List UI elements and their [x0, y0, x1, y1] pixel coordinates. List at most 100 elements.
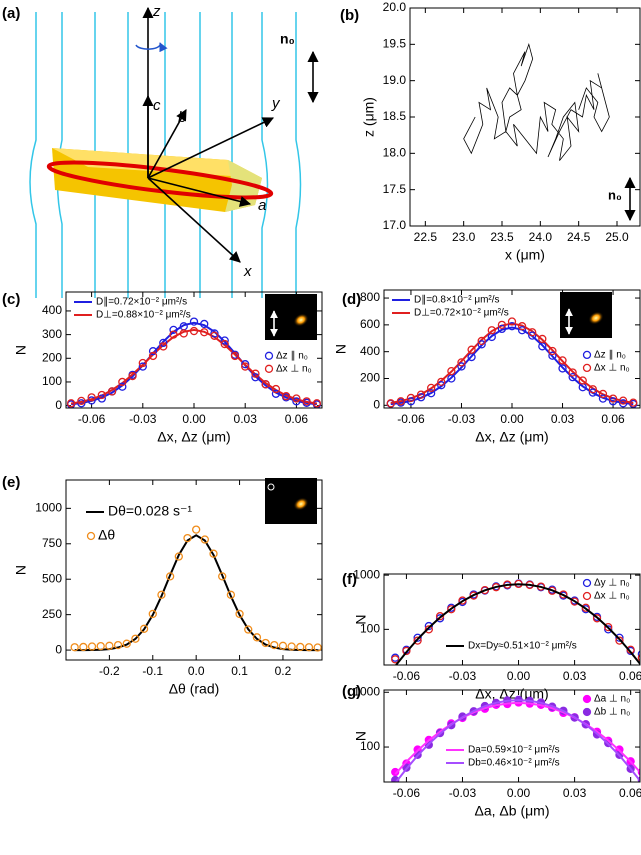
data-point — [619, 396, 628, 405]
rotation-arrow — [135, 42, 168, 53]
data-line — [394, 699, 640, 782]
data-point — [235, 609, 244, 619]
data-point — [517, 326, 527, 335]
data-point — [477, 336, 486, 346]
data-point — [122, 639, 131, 648]
data-point — [131, 634, 140, 643]
x-tick-label: 0.1 — [231, 664, 248, 678]
data-point — [487, 326, 496, 335]
legend-label: Db=0.46×10⁻² μm²/s — [468, 758, 560, 769]
data-point — [220, 339, 229, 349]
plot — [391, 579, 640, 665]
inset-dot — [267, 483, 275, 491]
y-tick-label: 1000 — [353, 684, 380, 698]
y-tick-label: 1000 — [353, 567, 380, 581]
legend-marker — [582, 591, 592, 601]
data-point — [261, 638, 270, 648]
x-tick-label: 0.03 — [234, 412, 258, 426]
y-axis-label: z (μm) — [361, 97, 377, 137]
data-point — [558, 364, 567, 373]
y-tick-label: 0 — [55, 398, 62, 412]
data-point — [435, 612, 445, 621]
data-point — [138, 358, 147, 368]
inset-label: n₀ — [268, 296, 280, 308]
data-point — [604, 625, 613, 634]
data-point — [200, 328, 209, 337]
x-axis-label: Δx, Δz (μm) — [475, 429, 548, 445]
plot — [386, 317, 638, 408]
plot-frame — [65, 479, 323, 661]
data-point — [477, 340, 486, 349]
plot-frame — [383, 689, 641, 783]
chart: (d) -0.06 -0.03 0.00 0.03 0.06 0 200 400 600 800 Δx… — [333, 289, 641, 445]
data-point — [251, 373, 260, 382]
x-tick-label: 0.00 — [500, 412, 524, 426]
data-point — [497, 320, 507, 330]
data-point — [391, 655, 400, 664]
legend-marker — [582, 578, 592, 588]
x-tick-label: -0.06 — [78, 412, 106, 426]
particle — [588, 311, 604, 325]
y-tick-label: 17.5 — [383, 182, 407, 196]
data-point — [97, 394, 106, 403]
axis-label: b — [178, 109, 186, 126]
data-point — [558, 356, 567, 365]
data-point — [588, 388, 597, 397]
data-point — [296, 642, 305, 652]
y-axis-label: N — [353, 614, 369, 624]
x-axis-label: Δa, Δb (μm) — [475, 803, 550, 819]
data-point — [282, 392, 291, 401]
data-point — [252, 633, 262, 642]
plot — [463, 42, 610, 161]
director-label: n₀ — [280, 31, 295, 47]
data-point — [139, 624, 149, 633]
data-point — [189, 317, 199, 326]
chart: (b) 22.5 23.0 23.5 24.0 24.5 25.0 17.0 17.5 18.0 1… — [340, 0, 641, 263]
data-point — [77, 396, 86, 406]
x-tick-label: -0.2 — [99, 664, 120, 678]
data-point — [615, 636, 624, 645]
legend-label: Dx=Dy≈0.51×10⁻² μm²/s — [468, 641, 577, 652]
y-tick-label: 800 — [360, 290, 380, 304]
y-tick-label: 500 — [42, 571, 62, 585]
panel-label: (d) — [342, 291, 361, 308]
plot-frame — [409, 7, 641, 227]
y-tick-label: 600 — [360, 317, 380, 331]
x-tick-label: -0.06 — [393, 669, 421, 683]
x-arrow — [147, 177, 241, 263]
data-point — [313, 643, 322, 652]
data-point — [396, 397, 405, 406]
axis-label: a — [258, 197, 266, 214]
data-point — [210, 329, 219, 338]
data-point — [608, 397, 618, 406]
data-point — [469, 591, 478, 600]
annotation: n₀ — [608, 187, 622, 202]
plot-frame — [383, 573, 641, 666]
axis-label: x — [243, 263, 252, 280]
plot-frame — [383, 289, 641, 409]
data-point — [548, 351, 557, 360]
y-axis-label: N — [353, 731, 369, 741]
data-point — [581, 603, 590, 612]
y-tick-label: 400 — [42, 303, 62, 317]
data-point — [615, 633, 624, 642]
legend-label: Da=0.59×10⁻² μm²/s — [468, 745, 560, 756]
data-point — [230, 351, 240, 361]
data-point — [592, 614, 602, 623]
data-point — [598, 389, 608, 399]
data-point — [241, 362, 250, 371]
data-point — [413, 633, 422, 642]
y-arrow — [147, 117, 275, 179]
data-point — [507, 317, 517, 326]
legend-marker — [86, 531, 96, 541]
data-point — [568, 368, 577, 377]
plot — [391, 695, 640, 782]
data-point — [271, 384, 281, 394]
director-field — [29, 12, 302, 298]
axis-label: c — [153, 97, 161, 114]
data-point — [457, 358, 466, 367]
legend-label: Δz ∥ n₀ — [276, 350, 308, 361]
data-point — [457, 362, 466, 371]
